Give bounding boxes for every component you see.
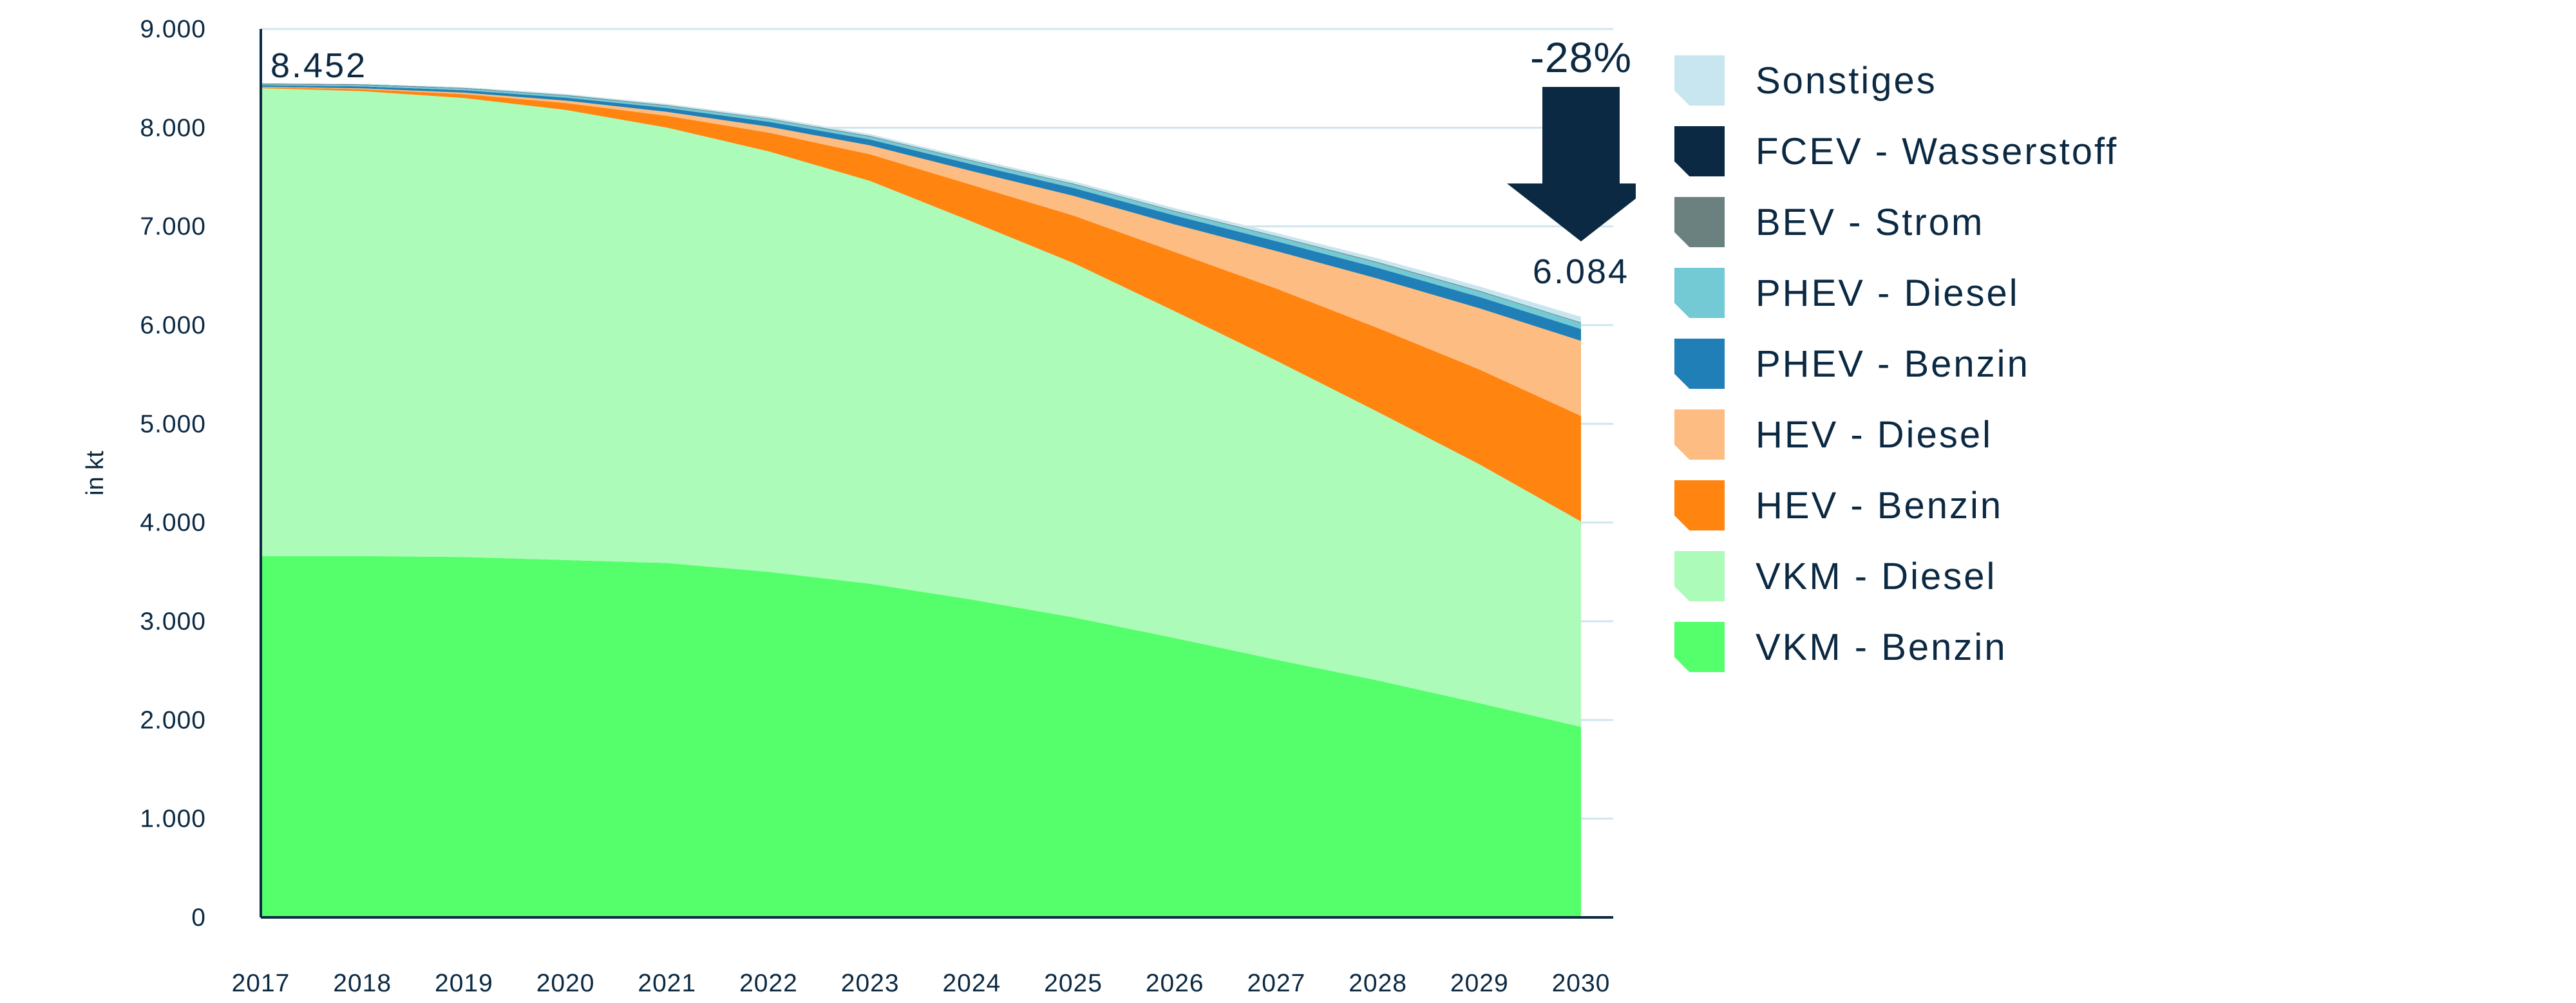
legend-swatch [1674,409,1725,460]
y-tick-label: 0 [191,904,206,932]
x-tick-label: 2023 [841,970,900,997]
area-series [261,83,1581,917]
legend: Sonstiges FCEV - Wasserstoff BEV - Strom PH… [1674,45,2318,682]
x-tick-label: 2028 [1349,970,1407,997]
area-hev-benzin [261,87,1581,522]
legend-label: FCEV - Wasserstoff [1756,130,2119,173]
legend-swatch [1674,480,1725,530]
legend-item-hev-diesel: HEV - Diesel [1674,399,2318,470]
y-tick-label: 8.000 [140,114,206,142]
y-tick-labels: 0 1.000 2.000 3.000 4.000 5.000 6.000 7.000 8.00… [140,15,206,932]
legend-item-phev-diesel: PHEV - Diesel [1674,258,2318,328]
stacked-area-chart: 0 1.000 2.000 3.000 4.000 5.000 6.000 7.000 8.00… [82,15,1636,997]
start-total-annotation: 8.452 [270,46,367,85]
legend-swatch [1674,551,1725,601]
down-arrow-icon [1507,87,1636,241]
x-tick-label: 2020 [536,970,595,997]
legend-label: VKM - Benzin [1756,626,2007,668]
axes [260,29,1613,919]
y-tick-label: 6.000 [140,312,206,339]
y-tick-label: 2.000 [140,706,206,734]
legend-item-hev-benzin: HEV - Benzin [1674,470,2318,541]
legend-swatch [1674,126,1725,176]
legend-item-fcev-wasserstoff: FCEV - Wasserstoff [1674,116,2318,187]
area-vkm-benzin [261,556,1581,917]
legend-swatch [1674,339,1725,389]
legend-item-bev-strom: BEV - Strom [1674,187,2318,258]
legend-swatch [1674,55,1725,106]
legend-item-sonstiges: Sonstiges [1674,45,2318,116]
x-tick-label: 2026 [1146,970,1204,997]
x-tick-label: 2027 [1247,970,1306,997]
x-tick-label: 2024 [942,970,1001,997]
x-tick-label: 2029 [1450,970,1509,997]
y-tick-label: 3.000 [140,608,206,635]
legend-label: HEV - Benzin [1756,484,2003,527]
x-tick-label: 2021 [638,970,696,997]
legend-label: PHEV - Benzin [1756,342,2030,385]
legend-label: HEV - Diesel [1756,413,1993,456]
x-tick-labels: 2017 2018 2019 2020 2021 2022 2023 2024 2025 2026… [232,970,1611,997]
chart-area: 0 1.000 2.000 3.000 4.000 5.000 6.000 7.000 8.00… [82,15,1636,997]
legend-swatch [1674,622,1725,672]
legend-label: PHEV - Diesel [1756,272,2020,314]
change-percent-annotation: -28% [1530,33,1632,81]
x-tick-label: 2018 [333,970,392,997]
y-tick-label: 4.000 [140,509,206,537]
legend-label: BEV - Strom [1756,201,1985,243]
x-tick-label: 2019 [435,970,493,997]
y-tick-label: 9.000 [140,15,206,43]
x-tick-label: 2017 [232,970,290,997]
y-tick-label: 1.000 [140,805,206,833]
area-vkm-diesel [261,88,1581,727]
x-tick-label: 2022 [739,970,798,997]
y-axis-label: in kt [82,451,109,496]
legend-item-vkm-benzin: VKM - Benzin [1674,612,2318,682]
legend-swatch [1674,268,1725,318]
legend-label: VKM - Diesel [1756,555,1997,597]
legend-item-vkm-diesel: VKM - Diesel [1674,541,2318,612]
x-tick-label: 2030 [1552,970,1611,997]
y-tick-label: 5.000 [140,410,206,438]
legend-swatch [1674,197,1725,247]
legend-item-phev-benzin: PHEV - Benzin [1674,328,2318,399]
y-tick-label: 7.000 [140,213,206,241]
end-total-annotation: 6.084 [1533,252,1629,291]
legend-label: Sonstiges [1756,59,1937,102]
x-tick-label: 2025 [1044,970,1103,997]
